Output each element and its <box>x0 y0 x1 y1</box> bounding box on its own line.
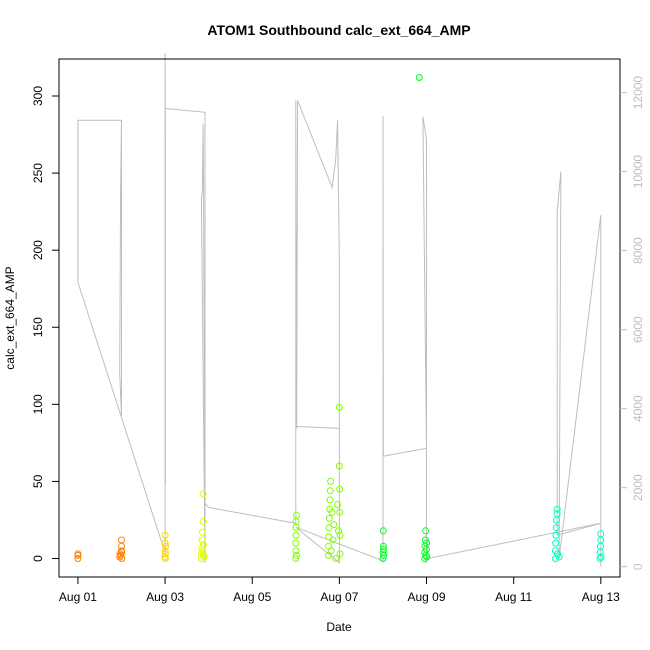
data-point-series-1 <box>117 551 125 559</box>
data-point-series-4 <box>335 403 343 411</box>
y-tick-label: 150 <box>31 317 45 337</box>
data-point-series-6 <box>555 553 563 561</box>
data-point-series-5 <box>421 536 429 544</box>
data-point-series-4 <box>336 531 344 539</box>
data-point-series-6 <box>552 524 560 532</box>
x-tick-label: Aug 07 <box>320 590 358 604</box>
line-series <box>77 53 602 567</box>
y2-tick-label: 8000 <box>631 237 645 264</box>
data-point-series-5 <box>422 527 430 535</box>
data-point-series-3 <box>200 541 207 549</box>
data-point-series-4 <box>292 511 300 519</box>
data-point-series-2 <box>161 539 169 547</box>
x-tick-label: Aug 03 <box>146 590 184 604</box>
data-point-series-3 <box>200 553 208 561</box>
data-point-series-5 <box>379 527 387 535</box>
data-point-series-2 <box>161 555 169 562</box>
data-point-series-4 <box>327 477 335 485</box>
data-point-series-4 <box>336 485 344 493</box>
x-tick-label: Aug 13 <box>582 590 620 604</box>
data-point-series-4 <box>336 508 344 516</box>
data-point-series-1 <box>118 555 126 562</box>
data-point-series-3 <box>199 490 207 498</box>
data-point-series-5 <box>423 553 431 561</box>
data-point-series-6 <box>553 505 561 513</box>
data-point-series-4 <box>329 536 337 544</box>
data-point-series-4 <box>292 539 300 547</box>
x-tick-label: Aug 09 <box>408 590 446 604</box>
y2-tick-label: 6000 <box>631 316 645 343</box>
data-point-series-6 <box>597 530 605 538</box>
plot-area <box>74 53 605 567</box>
data-point-series-5 <box>415 74 423 81</box>
y-tick-label: 100 <box>31 394 45 414</box>
y2-tick-label: 10000 <box>631 155 645 189</box>
data-point-series-4 <box>335 527 342 535</box>
data-point-series-5 <box>379 542 387 550</box>
data-point-series-6 <box>553 510 561 518</box>
data-point-series-4 <box>327 547 335 555</box>
y2-tick-label: 2000 <box>631 474 645 501</box>
data-point-series-4 <box>335 462 343 470</box>
data-point-series-4 <box>325 533 333 541</box>
data-point-series-5 <box>423 539 430 547</box>
data-point-series-4 <box>332 555 340 562</box>
data-point-series-4 <box>292 551 300 559</box>
y-tick-label: 200 <box>31 240 45 260</box>
data-point-series-6 <box>552 539 560 547</box>
data-point-series-4 <box>292 555 300 562</box>
data-point-series-2 <box>161 531 169 539</box>
x-tick-label: Aug 05 <box>233 590 271 604</box>
data-point-series-2 <box>161 550 169 558</box>
data-point-series-6 <box>553 516 561 524</box>
x-axis-label: Date <box>326 620 352 634</box>
data-point-series-1 <box>118 536 125 544</box>
x-tick-label: Aug 01 <box>59 590 97 604</box>
data-point-series-1 <box>74 555 82 562</box>
x-tick-label: Aug 11 <box>495 590 532 604</box>
y-axis-label: calc_ext_664_AMP <box>3 266 17 369</box>
data-point-series-3 <box>199 518 207 525</box>
y2-tick-label: 12000 <box>631 76 645 110</box>
data-point-series-6 <box>597 553 605 561</box>
data-point-series-6 <box>552 531 560 539</box>
data-point-series-1 <box>74 550 82 558</box>
data-point-series-2 <box>162 542 170 550</box>
y-tick-label: 0 <box>31 555 45 562</box>
data-point-series-2 <box>161 547 169 555</box>
data-point-series-3 <box>198 528 206 536</box>
data-point-series-4 <box>325 514 333 522</box>
data-point-series-5 <box>380 545 388 553</box>
data-point-series-4 <box>334 501 342 508</box>
data-point-series-4 <box>328 508 336 516</box>
data-point-series-4 <box>326 487 334 495</box>
data-point-series-4 <box>336 550 344 558</box>
y2-tick-label: 0 <box>631 563 645 570</box>
y2-tick-label: 4000 <box>631 395 645 422</box>
data-point-series-3 <box>198 536 206 544</box>
y-tick-label: 50 <box>31 474 45 488</box>
data-point-series-4 <box>326 496 334 504</box>
data-point-series-4 <box>292 531 300 539</box>
axes: Aug 01 Aug 03 Aug 05 Aug 07 Aug 09 Aug 11 Aug … <box>31 58 645 604</box>
y-tick-label: 250 <box>31 163 45 183</box>
y-tick-label: 300 <box>31 86 45 106</box>
chart-title: ATOM1 Southbound calc_ext_664_AMP <box>207 22 470 38</box>
data-point-series-4 <box>325 524 333 532</box>
data-point-series-4 <box>330 521 338 529</box>
data-point-series-4 <box>292 547 300 555</box>
